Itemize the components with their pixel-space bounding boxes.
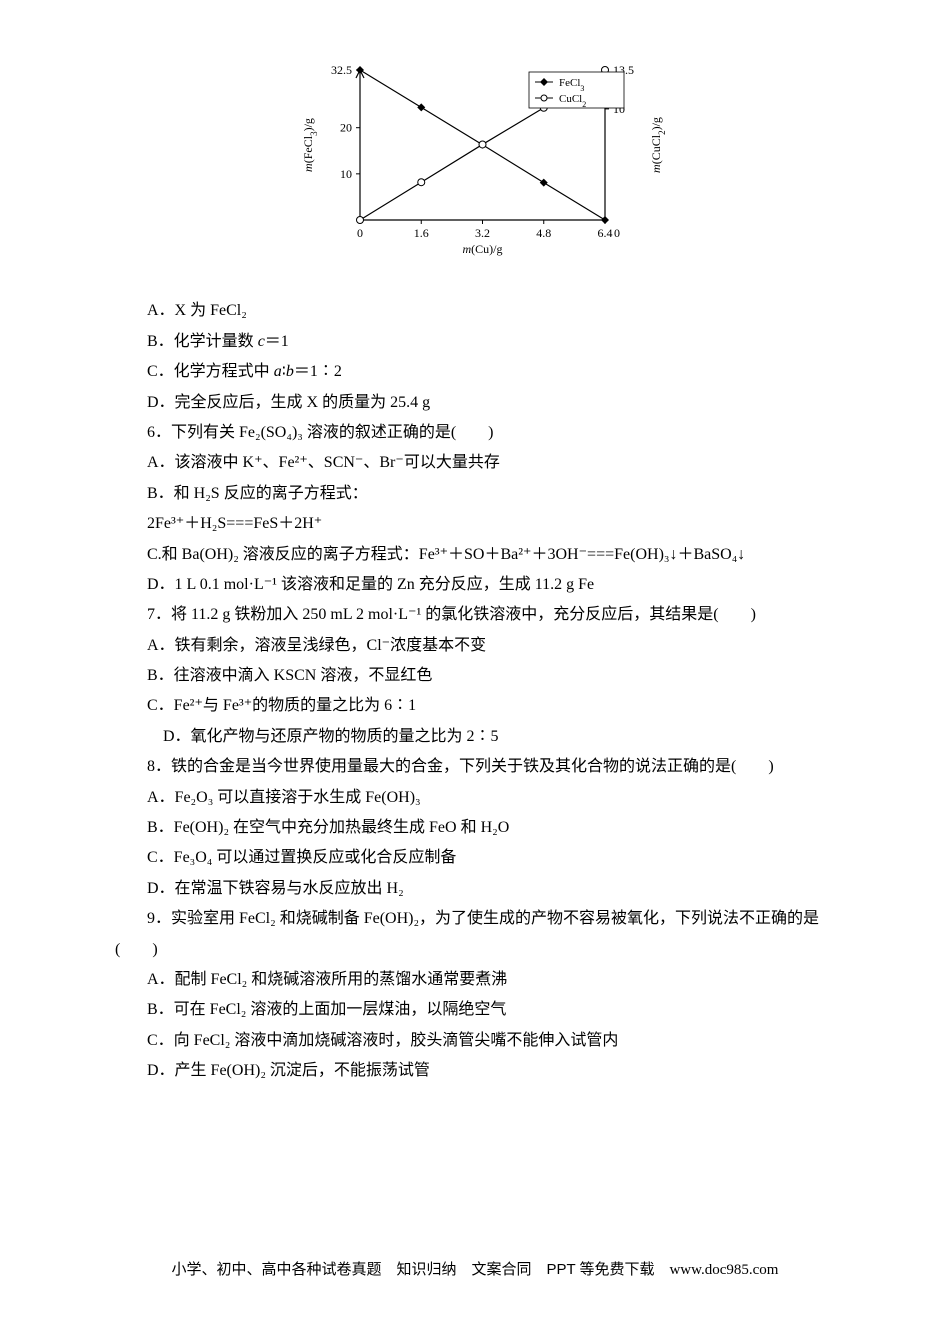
q9-option-b: B．可在 FeCl₂ 溶液的上面加一层煤油，以隔绝空气 [115, 995, 855, 1025]
q9-option-d: D．产生 Fe(OH)₂ 沉淀后，不能振荡试管 [115, 1056, 855, 1086]
svg-text:m(CuCl2)/g: m(CuCl2)/g [649, 117, 667, 173]
chart-svg: 01.63.24.86.40m(Cu)/g102032.5m(FeCl3)/g1… [275, 60, 695, 260]
svg-text:6.4: 6.4 [598, 226, 613, 240]
svg-text:1.6: 1.6 [414, 226, 429, 240]
q8-option-d: D．在常温下铁容易与水反应放出 H₂ [115, 874, 855, 904]
svg-text:m(Cu)/g: m(Cu)/g [462, 242, 502, 256]
q6-stem: 6．下列有关 Fe₂(SO₄)₃ 溶液的叙述正确的是( ) [115, 418, 855, 448]
page-footer: 小学、初中、高中各种试卷真题 知识归纳 文案合同 PPT 等免费下载 www.d… [0, 1256, 950, 1285]
q7-stem: 7．将 11.2 g 铁粉加入 250 mL 2 mol·L⁻¹ 的氯化铁溶液中… [115, 600, 855, 630]
q9-stem: 9．实验室用 FeCl₂ 和烧碱制备 Fe(OH)₂，为了使生成的产物不容易被氧… [115, 904, 855, 965]
footer-text-left: 小学、初中、高中各种试卷真题 知识归纳 文案合同 [172, 1262, 547, 1278]
svg-text:0: 0 [357, 226, 363, 240]
svg-text:4.8: 4.8 [536, 226, 551, 240]
svg-text:m(FeCl3)/g: m(FeCl3)/g [301, 118, 319, 172]
q7-option-b: B．往溶液中滴入 KSCN 溶液，不显红色 [115, 661, 855, 691]
q7-option-d: D．氧化产物与还原产物的物质的量之比为 2∶5 [115, 722, 855, 752]
q6-option-b2: 2Fe³⁺＋H₂S===FeS＋2H⁺ [115, 509, 855, 539]
q8-option-a: A．Fe₂O₃ 可以直接溶于水生成 Fe(OH)₃ [115, 783, 855, 813]
q6-option-a: A．该溶液中 K⁺、Fe²⁺、SCN⁻、Br⁻可以大量共存 [115, 448, 855, 478]
footer-ppt: PPT [547, 1261, 576, 1278]
q5-option-b: B．化学计量数 c＝1 [115, 327, 855, 357]
svg-text:10: 10 [340, 167, 352, 181]
q6-option-d: D．1 L 0.1 mol·L⁻¹ 该溶液和足量的 Zn 充分反应，生成 11.… [115, 570, 855, 600]
q5-option-d: D．完全反应后，生成 X 的质量为 25.4 g [115, 388, 855, 418]
svg-text:20: 20 [340, 121, 352, 135]
svg-text:3.2: 3.2 [475, 226, 490, 240]
q8-option-c: C．Fe₃O₄ 可以通过置换反应或化合反应制备 [115, 843, 855, 873]
q9-option-c: C．向 FeCl₂ 溶液中滴加烧碱溶液时，胶头滴管尖嘴不能伸入试管内 [115, 1026, 855, 1056]
svg-text:0: 0 [614, 226, 620, 240]
q9-option-a: A．配制 FeCl₂ 和烧碱溶液所用的蒸馏水通常要煮沸 [115, 965, 855, 995]
footer-url: www.doc985.com [669, 1262, 778, 1278]
q7-option-a: A．铁有剩余，溶液呈浅绿色，Cl⁻浓度基本不变 [115, 631, 855, 661]
q5-option-a: A．X 为 FeCl₂ [115, 296, 855, 326]
chart-container: 01.63.24.86.40m(Cu)/g102032.5m(FeCl3)/g1… [115, 60, 855, 271]
q6-option-b1: B．和 H₂S 反应的离子方程式： [115, 479, 855, 509]
q8-stem: 8．铁的合金是当今世界使用量最大的合金，下列关于铁及其化合物的说法正确的是( ) [115, 752, 855, 782]
q5-option-c: C．化学方程式中 a∶b＝1∶2 [115, 357, 855, 387]
footer-text-mid: 等免费下载 [576, 1262, 670, 1278]
q7-option-c: C．Fe²⁺与 Fe³⁺的物质的量之比为 6∶1 [115, 691, 855, 721]
svg-text:32.5: 32.5 [331, 63, 352, 77]
q8-option-b: B．Fe(OH)₂ 在空气中充分加热最终生成 FeO 和 H₂O [115, 813, 855, 843]
q6-option-c: C.和 Ba(OH)₂ 溶液反应的离子方程式：Fe³⁺＋SO＋Ba²⁺＋3OH⁻… [115, 540, 855, 570]
